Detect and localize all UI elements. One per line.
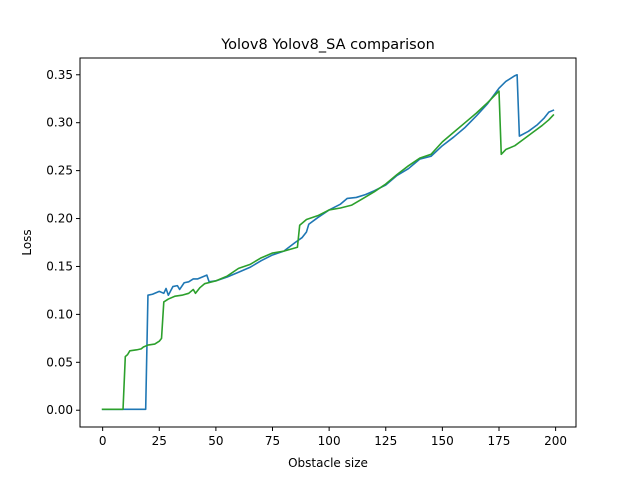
x-tick-label: 125: [374, 434, 397, 448]
x-tick-label: 0: [99, 434, 107, 448]
plot-area: [101, 73, 555, 411]
series-line-2: [101, 90, 555, 411]
x-tick-label: 100: [318, 434, 341, 448]
x-tick-label: 200: [544, 434, 567, 448]
axes-frame: [79, 57, 577, 428]
x-axis-label: Obstacle size: [288, 456, 368, 470]
y-tick-label: 0.35: [46, 68, 73, 82]
x-tick-label: 75: [265, 434, 280, 448]
y-tick-label: 0.00: [46, 403, 73, 417]
x-tick-label: 175: [488, 434, 511, 448]
y-tick-label: 0.15: [46, 259, 73, 273]
x-tick-label: 50: [208, 434, 223, 448]
x-tick-label: 150: [431, 434, 454, 448]
y-tick-label: 0.25: [46, 164, 73, 178]
chart-title: Yolov8 Yolov8_SA comparison: [220, 37, 435, 53]
y-axis-label: Loss: [20, 229, 34, 255]
x-tick-label: 25: [152, 434, 167, 448]
x-axis: 0 25 50 75 100 125 150 175 200: [99, 427, 567, 448]
y-tick-label: 0.20: [46, 212, 73, 226]
y-tick-label: 0.30: [46, 116, 73, 130]
y-tick-label: 0.10: [46, 307, 73, 321]
y-tick-label: 0.05: [46, 355, 73, 369]
y-axis: 0.00 0.05 0.10 0.15 0.20 0.25 0.30 0.35: [46, 68, 80, 417]
series-line-1: [101, 73, 555, 411]
